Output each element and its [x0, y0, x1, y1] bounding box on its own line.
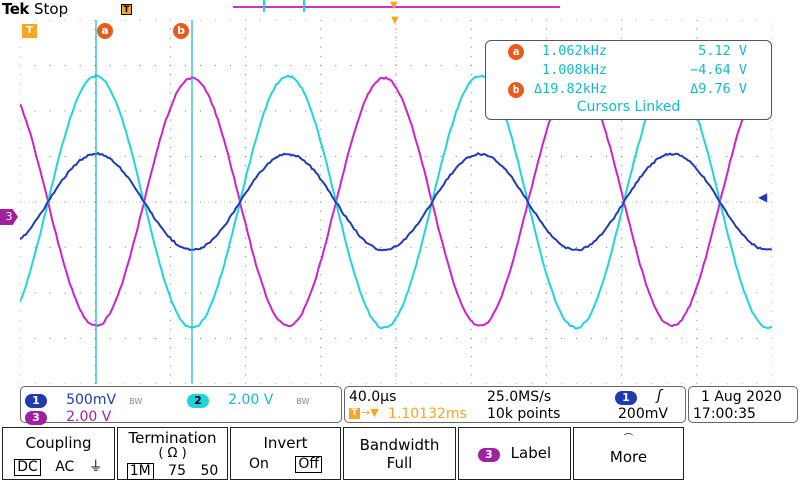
- cursor-a-frequency: 1.062kHz: [542, 43, 607, 59]
- record-length: 10k points: [487, 406, 560, 422]
- cursor-b-tag[interactable]: b: [173, 23, 189, 39]
- termination-title: Termination: [118, 429, 227, 447]
- label-title: Label: [511, 444, 551, 462]
- record-cursor-b: [303, 0, 305, 12]
- trigger-position-badge: T: [349, 408, 360, 419]
- channel-3-scale: 2.00 V: [66, 409, 111, 425]
- bandwidth-value: Full: [344, 454, 455, 472]
- cursor-a-tag[interactable]: a: [97, 23, 113, 39]
- termination-softkey[interactable]: Termination ( Ω ) 1M 75 50: [117, 427, 228, 480]
- channel-2-scale: 2.00 V: [228, 392, 273, 408]
- channel-3-badge: 3: [25, 411, 47, 425]
- channel-3-status[interactable]: 3 2.00 V: [25, 406, 111, 425]
- coupling-ground-option[interactable]: ⏚: [89, 459, 103, 475]
- record-trigger-marker: ▼: [390, 0, 398, 11]
- cursor-b-frequency: 1.008kHz: [542, 62, 607, 78]
- termination-1m-option[interactable]: 1M: [127, 463, 154, 480]
- trigger-point-arrow-icon: ▼: [391, 15, 399, 26]
- record-cursor-a: [263, 0, 265, 12]
- trigger-position-marker[interactable]: T: [22, 24, 37, 38]
- timebase-scale: 40.0µs: [349, 389, 396, 405]
- coupling-ac-option[interactable]: AC: [55, 459, 74, 475]
- delta-frequency: Δ19.82kHz: [534, 81, 607, 97]
- more-menu-icon: ⌒: [574, 435, 683, 444]
- termination-50-option[interactable]: 50: [200, 463, 218, 479]
- readout-cursor-b-tag: b: [508, 82, 524, 98]
- coupling-title: Coupling: [3, 434, 114, 452]
- more-title: More: [574, 448, 683, 466]
- termination-unit: ( Ω ): [118, 447, 227, 460]
- time: 17:00:35: [693, 406, 756, 422]
- trigger-position-arrow-icon: →▼: [361, 406, 379, 419]
- trigger-position-value: 1.10132ms: [388, 406, 467, 422]
- bandwidth-softkey[interactable]: Bandwidth Full: [343, 427, 456, 480]
- more-softkey[interactable]: ⌒ More: [573, 427, 684, 480]
- invert-softkey[interactable]: Invert On Off: [230, 427, 341, 480]
- sample-rate: 25.0MS/s: [487, 389, 551, 405]
- channel-2-bw-limit: BW: [296, 397, 309, 406]
- channel-settings-panel[interactable]: 1 500mV BW 2 2.00 V BW 3 2.00 V: [20, 386, 342, 423]
- channel-1-bw-limit: BW: [129, 397, 142, 406]
- brand-logo: Tek: [2, 0, 29, 18]
- bandwidth-title: Bandwidth: [344, 436, 455, 454]
- coupling-dc-option[interactable]: DC: [14, 459, 41, 476]
- label-channel-badge: 3: [478, 448, 500, 462]
- trigger-status-icon: T: [121, 4, 132, 15]
- channel-2-badge: 2: [187, 394, 209, 408]
- invert-on-option[interactable]: On: [249, 456, 269, 472]
- coupling-softkey[interactable]: Coupling DC AC ⏚: [2, 427, 115, 480]
- cursor-a-voltage: 5.12 V: [698, 43, 747, 59]
- channel-2-status[interactable]: 2 2.00 V BW: [187, 389, 310, 408]
- invert-off-option[interactable]: Off: [295, 456, 322, 473]
- top-status-bar: Tek Stop T ▼: [0, 0, 800, 20]
- termination-75-option[interactable]: 75: [168, 463, 186, 479]
- record-view-bar: ▼: [233, 6, 560, 8]
- acquisition-panel[interactable]: 40.0µs 25.0MS/s T →▼ 1.10132ms 10k point…: [344, 386, 686, 423]
- trigger-slope-icon: ʃ: [657, 388, 662, 404]
- readout-cursor-a-tag: a: [508, 44, 524, 60]
- date-time-panel: 1 Aug 2020 17:00:35: [688, 386, 798, 423]
- label-softkey[interactable]: 3 Label: [458, 427, 571, 480]
- acquisition-state: Stop: [34, 0, 68, 18]
- invert-title: Invert: [231, 434, 340, 452]
- trigger-level-arrow-icon[interactable]: ◀: [758, 190, 767, 204]
- trigger-level: 200mV: [618, 406, 668, 422]
- date: 1 Aug 2020: [701, 389, 782, 405]
- trigger-source-badge: 1: [615, 391, 637, 405]
- channel-3-ground-marker[interactable]: 3: [0, 209, 18, 225]
- cursors-linked-status: Cursors Linked: [486, 99, 771, 115]
- delta-voltage: Δ9.76 V: [690, 81, 747, 97]
- cursor-readout-panel: a 1.062kHz 5.12 V 1.008kHz −4.64 V b Δ19…: [485, 40, 772, 120]
- cursor-b-voltage: −4.64 V: [690, 62, 747, 78]
